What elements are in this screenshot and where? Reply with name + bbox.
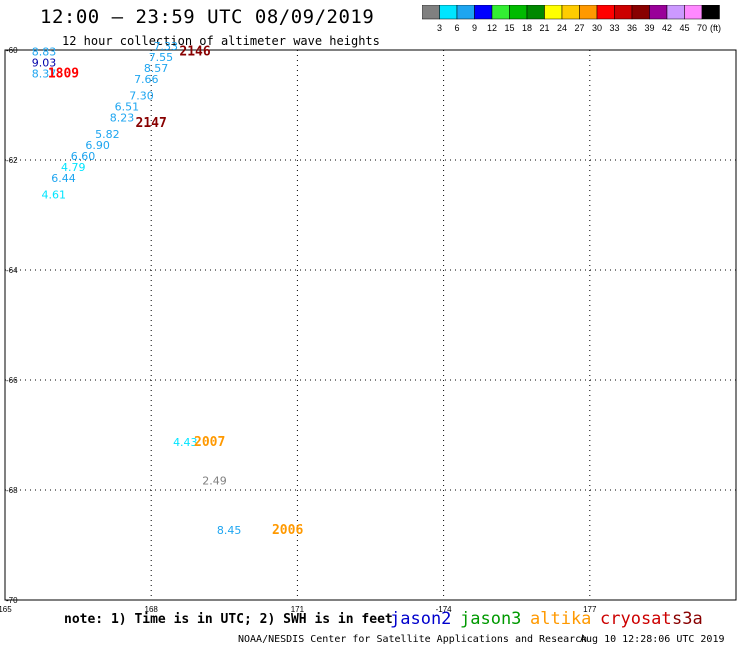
wave-height-point: 8.23	[110, 112, 135, 125]
footer-note: note: 1) Time is in UTC; 2) SWH is in fe…	[64, 612, 393, 627]
wave-height-point: 9.03	[32, 57, 57, 70]
wave-height-point: 6.51	[115, 101, 140, 114]
pass-time-label: 2146	[179, 45, 210, 60]
footer-timestamp: Aug 10 12:28:06 UTC 2019	[580, 634, 725, 645]
x-tick-label: 165	[0, 605, 12, 614]
colorbar-label: 36	[627, 23, 637, 33]
colorbar-swatch	[701, 5, 720, 20]
colorbar-label: 42	[662, 23, 672, 33]
wave-height-point: 8.45	[217, 524, 242, 537]
colorbar-label: 24	[557, 23, 567, 33]
legend-jason3: jason3	[460, 609, 522, 629]
wave-height-point: 7.66	[134, 73, 159, 86]
x-tick-label: 168	[145, 605, 159, 614]
colorbar-label: 18	[522, 23, 532, 33]
chart-subtitle: 12 hour collection of altimeter wave hei…	[62, 34, 380, 48]
colorbar-label: 45	[679, 23, 689, 33]
y-tick-label: -70	[6, 596, 18, 605]
plot-frame	[4, 49, 737, 601]
y-tick-label: -62	[6, 156, 18, 165]
legend-altika: altika	[530, 609, 592, 629]
pass-time-label: 2007	[194, 435, 225, 450]
wave-height-point: 8.57	[144, 62, 169, 75]
wave-height-point: 4.79	[61, 161, 86, 174]
chart-title: 12:00 – 23:59 UTC 08/09/2019	[40, 6, 375, 28]
wave-height-point: 6.90	[85, 139, 110, 152]
colorbar-label: 30	[592, 23, 602, 33]
pass-time-label: 2006	[272, 523, 303, 538]
legend-jason2: jason2	[390, 609, 452, 629]
wave-height-point: 6.44	[51, 172, 76, 185]
wave-height-colorbar: 3 6 9 12 15 18 21 24 27 30 33 36 39 42 45 70 (ft)	[422, 5, 721, 33]
x-tick-label: 177	[583, 605, 597, 614]
wave-height-point: 7.30	[129, 90, 154, 103]
wave-height-point: 5.82	[95, 128, 120, 141]
x-tick-label: 171	[291, 605, 305, 614]
colorbar-label: 39	[644, 23, 654, 33]
colorbar-label: 15	[504, 23, 514, 33]
pass-time-label: 2147	[136, 116, 167, 131]
colorbar-label: 21	[539, 23, 549, 33]
wave-height-point: 8.83	[32, 46, 57, 59]
wave-height-point: 8.37	[32, 68, 57, 81]
wave-height-point: 4.43	[173, 436, 198, 449]
y-tick-label: -66	[6, 376, 18, 385]
pass-time-label: 1809	[48, 67, 79, 82]
colorbar-label: 33	[609, 23, 619, 33]
wave-height-point: 7.55	[149, 51, 174, 64]
colorbar-label: 6	[454, 23, 459, 33]
x-tick-label: -174	[436, 605, 453, 614]
colorbar-label: 3	[437, 23, 442, 33]
wave-height-point: 7.33	[154, 40, 179, 53]
colorbar-label: 12	[487, 23, 497, 33]
legend-cryosat: cryosat	[600, 609, 672, 629]
wave-height-point: 6.60	[71, 150, 96, 163]
y-tick-label: -64	[6, 266, 18, 275]
y-tick-label: -60	[6, 46, 18, 55]
colorbar-unit: (ft)	[710, 23, 721, 33]
y-tick-label: -68	[6, 486, 18, 495]
legend-s3a: s3a	[672, 609, 703, 629]
footer-credit: NOAA/NESDIS Center for Satellite Applica…	[238, 634, 588, 645]
wave-height-point: 4.61	[41, 189, 66, 202]
colorbar-label: 27	[574, 23, 584, 33]
colorbar-label: 9	[472, 23, 477, 33]
wave-height-point: 2.49	[202, 475, 227, 488]
colorbar-label: 70	[697, 23, 707, 33]
